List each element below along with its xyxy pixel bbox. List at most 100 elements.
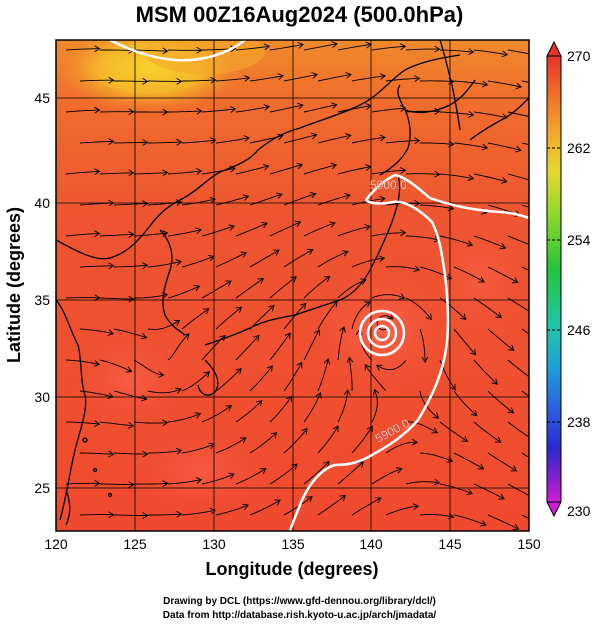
- streamline-arrowhead: [331, 102, 338, 110]
- streamline: [114, 514, 148, 517]
- streamline-arrowhead: [277, 133, 284, 141]
- streamline-arrowhead: [375, 364, 383, 371]
- streamline: [507, 359, 529, 378]
- streamline: [283, 303, 307, 330]
- streamline: [148, 141, 182, 144]
- streamline: [439, 421, 468, 442]
- streamline: [99, 359, 132, 372]
- streamline-arrowhead: [434, 45, 441, 53]
- streamline: [351, 75, 386, 82]
- streamline-arrowhead: [94, 106, 101, 114]
- streamline: [385, 140, 420, 144]
- streamline-arrowhead: [228, 472, 235, 479]
- streamline-arrowhead: [379, 134, 386, 142]
- streamline-arrowhead: [242, 194, 250, 201]
- streamline-arrowhead: [93, 360, 101, 367]
- streamline-arrowhead: [202, 308, 210, 315]
- colorbar-tick-label: 246: [567, 322, 591, 338]
- streamline-arrowhead: [210, 76, 217, 84]
- streamline: [99, 233, 134, 237]
- streamline-arrowhead: [373, 388, 380, 396]
- streamline-arrowhead: [243, 135, 251, 142]
- streamline: [148, 513, 182, 516]
- streamline-arrowhead: [128, 169, 135, 177]
- streamline: [113, 452, 148, 455]
- streamline-arrowhead: [194, 412, 202, 419]
- colorbar-tick-label: 262: [567, 140, 591, 156]
- streamline: [168, 110, 202, 113]
- streamline-arrowhead: [378, 255, 386, 263]
- streamline-arrowhead: [209, 196, 216, 204]
- streamline: [351, 425, 373, 454]
- streamline-arrowhead: [286, 395, 293, 403]
- streamline-arrowhead: [535, 115, 541, 121]
- streamline: [453, 390, 478, 416]
- streamline-arrowhead: [343, 389, 351, 396]
- streamline: [79, 141, 114, 144]
- streamline-arrowhead: [413, 265, 421, 273]
- streamline: [385, 266, 420, 271]
- streamline: [364, 364, 387, 392]
- streamline: [201, 280, 232, 299]
- streamline-arrowhead: [364, 301, 371, 308]
- streamline-arrowhead: [94, 479, 101, 487]
- streamline-arrowhead: [203, 371, 210, 378]
- streamline-arrowhead: [228, 224, 235, 231]
- streamline: [113, 328, 147, 339]
- streamline: [133, 421, 168, 424]
- streamline: [385, 505, 419, 516]
- streamline-arrowhead: [142, 139, 149, 146]
- streamline: [337, 326, 345, 361]
- streamline-arrowhead: [276, 192, 283, 199]
- streamline-arrowhead: [469, 348, 477, 356]
- streamline: [201, 225, 235, 237]
- streamline-arrowhead: [176, 78, 183, 85]
- streamline-arrowhead: [270, 432, 278, 439]
- y-tick-label: 35: [34, 292, 50, 308]
- streamline-arrowhead: [127, 421, 135, 429]
- streamline: [371, 169, 406, 175]
- streamline-arrowhead: [142, 78, 149, 85]
- streamline-arrowhead: [128, 108, 135, 116]
- streamline: [371, 389, 378, 423]
- streamline-arrowhead: [432, 412, 440, 419]
- streamline-arrowhead: [162, 480, 169, 488]
- streamline: [215, 504, 249, 516]
- streamline-arrowhead: [229, 165, 236, 173]
- streamline-arrowhead: [210, 137, 217, 145]
- streamline: [113, 390, 147, 400]
- streamline: [133, 172, 168, 175]
- streamline-arrowhead: [498, 493, 505, 500]
- streamline: [303, 461, 330, 485]
- grid-lines: [56, 40, 529, 531]
- streamline-arrowhead: [433, 478, 441, 486]
- streamline: [351, 257, 385, 268]
- streamline: [487, 390, 514, 414]
- streamline: [100, 483, 134, 486]
- streamline-arrowhead: [306, 496, 313, 503]
- streamline: [419, 328, 426, 363]
- streamline-arrowhead: [477, 463, 485, 470]
- streamline: [269, 44, 304, 51]
- streamline: [181, 308, 210, 330]
- streamline-arrowhead: [175, 199, 183, 206]
- streamline-arrowhead: [259, 468, 267, 474]
- y-axis: 25 30 35 40 45: [34, 90, 50, 496]
- streamline: [507, 173, 529, 181]
- x-tick-label: 135: [281, 536, 305, 552]
- footer-credit-drawing: Drawing by DCL (https://www.gfd-dennou.o…: [163, 596, 436, 607]
- streamline: [79, 328, 114, 335]
- streamline: [99, 421, 134, 427]
- plot-frame: [55, 39, 530, 532]
- streamline-arrowhead: [262, 163, 270, 171]
- streamline-arrowhead: [507, 344, 515, 352]
- streamline: [215, 437, 247, 454]
- streamline: [100, 49, 134, 51]
- streamline-arrowhead: [460, 313, 467, 320]
- temperature-field: [56, 40, 529, 531]
- streamline: [167, 479, 202, 485]
- streamline: [453, 80, 488, 86]
- streamline-arrowhead: [431, 427, 439, 434]
- colorbar-tick-label: 254: [567, 232, 591, 248]
- streamline-arrowhead: [225, 280, 232, 287]
